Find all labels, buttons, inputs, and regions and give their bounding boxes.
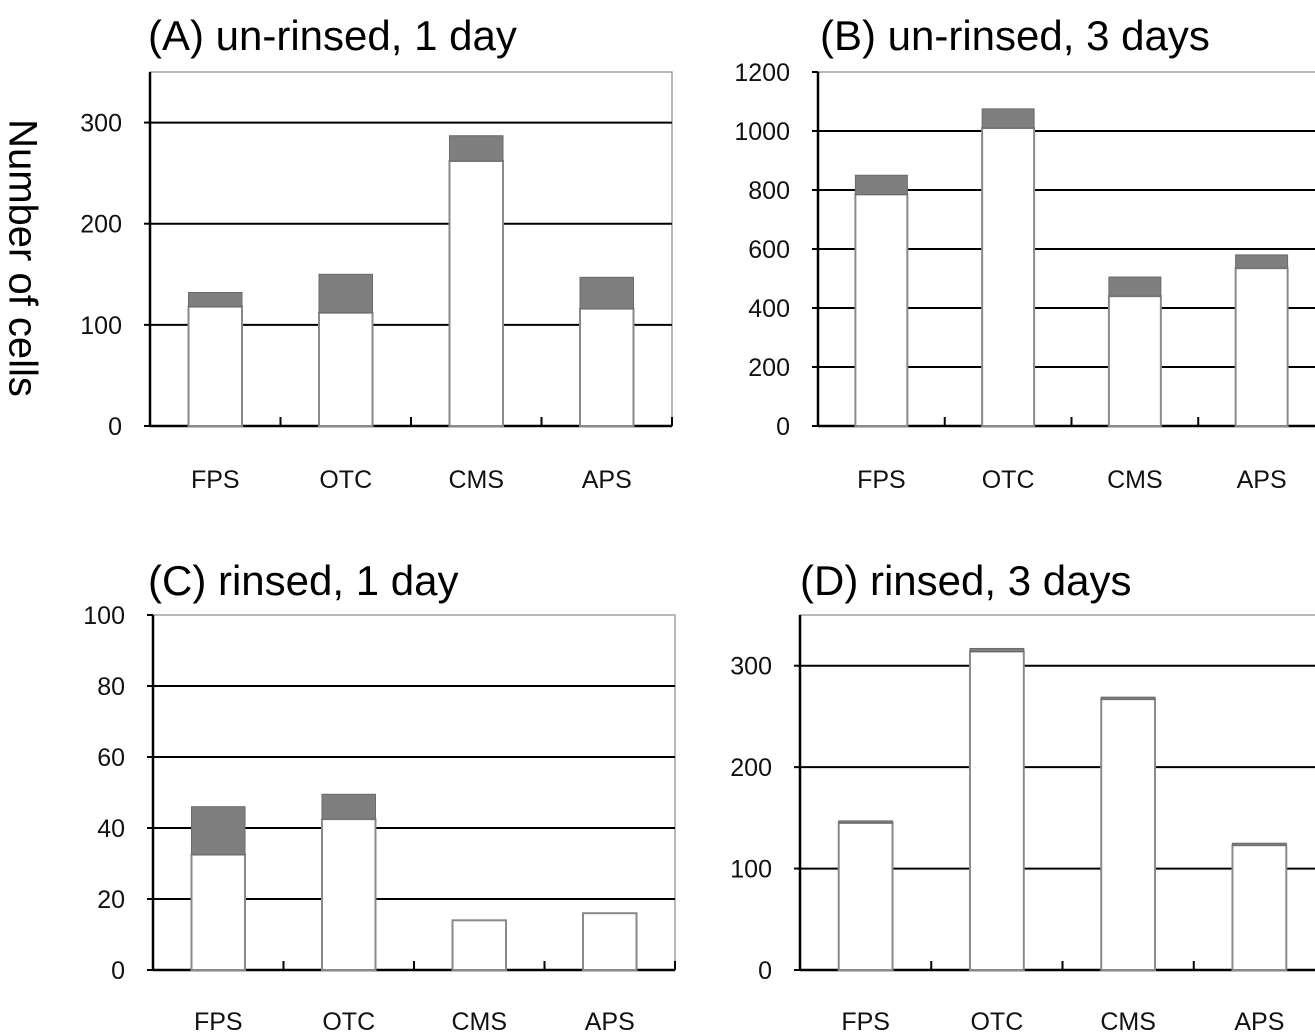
bar-upper xyxy=(448,135,504,162)
x-tick-label: CMS xyxy=(451,1008,507,1036)
x-tick-label: OTC xyxy=(322,1008,375,1036)
panel-c: 0 20 40 60 80 100 FPS OTC CMS APS (C) rinsed, 1 da… xyxy=(83,557,676,1036)
bar-lower xyxy=(837,821,894,972)
bar-lower xyxy=(317,311,374,427)
panel-title: (D) rinsed, 3 days xyxy=(800,557,1131,604)
x-tick-label: CMS xyxy=(1107,466,1163,494)
y-tick-label: 20 xyxy=(97,886,125,914)
y-tick-label: 40 xyxy=(97,815,125,843)
x-tick-label: OTC xyxy=(970,1008,1023,1036)
bar-lower xyxy=(578,307,635,427)
y-tick-label: 200 xyxy=(748,354,790,382)
x-tick-label: OTC xyxy=(982,466,1035,494)
x-tick-label: APS xyxy=(1234,1008,1284,1036)
bar-upper xyxy=(981,108,1035,129)
bar-lower xyxy=(1107,295,1162,428)
x-tick-label: CMS xyxy=(1100,1008,1156,1036)
bar-lower xyxy=(1100,698,1157,972)
x-tick-label: FPS xyxy=(191,466,240,494)
y-tick-label: 60 xyxy=(97,744,125,772)
bar-upper xyxy=(1231,842,1287,846)
panel-title: (A) un-rinsed, 1 day xyxy=(148,12,517,59)
x-tick-label: FPS xyxy=(841,1008,890,1036)
x-tick-label: APS xyxy=(585,1008,635,1036)
x-tick-label: FPS xyxy=(194,1008,243,1036)
panel-title: (C) rinsed, 1 day xyxy=(148,557,458,604)
bar-lower xyxy=(187,305,244,427)
bar-upper xyxy=(318,273,374,314)
y-tick-label: 100 xyxy=(83,602,125,630)
x-tick-label: APS xyxy=(582,466,632,494)
bar-lower xyxy=(451,919,508,971)
y-tick-label: 0 xyxy=(758,957,772,985)
y-tick-label: 100 xyxy=(730,856,772,884)
y-tick-label: 0 xyxy=(111,957,125,985)
bar-upper xyxy=(1235,254,1289,269)
y-axis-label: Number of cells xyxy=(0,119,44,397)
y-tick-label: 0 xyxy=(108,413,122,441)
bar-lower xyxy=(190,853,247,971)
bar-lower xyxy=(1231,844,1288,971)
bar-upper xyxy=(1100,696,1156,700)
bar-lower xyxy=(320,818,377,971)
y-tick-label: 400 xyxy=(748,295,790,323)
x-tick-label: OTC xyxy=(319,466,372,494)
y-tick-label: 200 xyxy=(80,211,122,239)
y-tick-label: 300 xyxy=(730,653,772,681)
y-tick-label: 800 xyxy=(748,177,790,205)
y-tick-label: 0 xyxy=(776,413,790,441)
bar-upper xyxy=(969,647,1025,653)
panel-d: 0 100 200 300 FPS OTC CMS APS (D) rinsed, 3 days xyxy=(730,557,1315,1036)
y-tick-label: 300 xyxy=(80,110,122,138)
bar-upper xyxy=(838,820,894,824)
x-tick-label: APS xyxy=(1237,466,1287,494)
bar-upper xyxy=(321,793,377,820)
y-tick-label: 600 xyxy=(748,236,790,264)
bar-lower xyxy=(854,193,909,427)
bar-lower xyxy=(448,160,505,427)
panel-b: 0 200 400 600 800 1000 1200 FPS OTC CMS APS (B) un-… xyxy=(734,12,1315,494)
panel-title: (B) un-rinsed, 3 days xyxy=(820,12,1210,59)
y-tick-label: 100 xyxy=(80,312,122,340)
x-tick-label: CMS xyxy=(448,466,504,494)
bar-upper xyxy=(854,174,908,195)
bar-upper xyxy=(579,276,635,310)
y-tick-label: 200 xyxy=(730,754,772,782)
bar-upper xyxy=(1108,276,1162,297)
bar-lower xyxy=(581,912,638,972)
panel-a: 0 100 200 300 FPS OTC CMS APS (A) un-rinsed, 1 d… xyxy=(80,12,673,494)
bar-lower xyxy=(968,650,1025,971)
bar-lower xyxy=(1234,267,1289,427)
bar-upper xyxy=(190,806,246,856)
bar-upper xyxy=(187,291,243,308)
x-tick-label: FPS xyxy=(857,466,906,494)
bar-lower xyxy=(981,127,1036,428)
y-tick-label: 1200 xyxy=(734,59,790,87)
y-tick-label: 80 xyxy=(97,673,125,701)
y-tick-label: 1000 xyxy=(734,118,790,146)
